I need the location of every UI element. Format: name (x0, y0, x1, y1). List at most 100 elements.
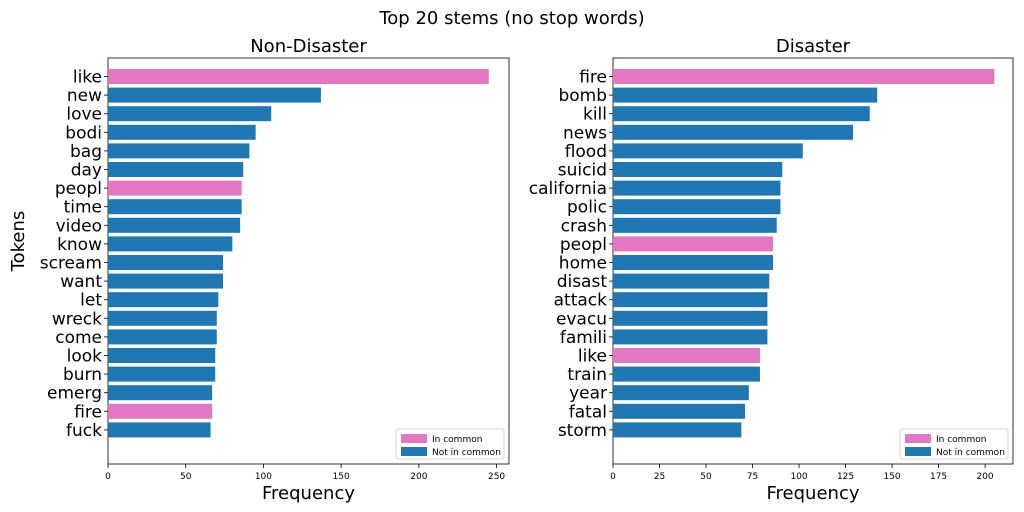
legend-swatch (905, 434, 931, 443)
y-tick-label: bomb (558, 86, 607, 106)
y-tick-label: peopl (55, 179, 102, 199)
bar-bodi (108, 124, 256, 140)
y-tick-label: wreck (52, 309, 102, 329)
bar-time (108, 199, 242, 215)
bar-like (108, 69, 489, 84)
bar-bomb (613, 87, 878, 103)
y-tick-label: want (60, 272, 102, 292)
bar-peopl (108, 180, 242, 196)
bar-come (108, 329, 217, 345)
legend-label: In common (936, 435, 986, 445)
y-tick-label: let (80, 291, 102, 311)
x-tick-label: 50 (180, 472, 192, 482)
x-tick-label: 100 (790, 472, 807, 482)
bar-want (108, 273, 224, 289)
legend-label: Not in common (936, 448, 1005, 458)
bar-crash (613, 217, 777, 233)
y-tick-label: evacu (556, 309, 607, 329)
bar-famili (613, 329, 768, 345)
x-axis-label: Frequency (767, 483, 860, 504)
y-tick-label: attack (554, 291, 608, 311)
bar-home (613, 255, 773, 270)
legend: In common Not in common (395, 428, 505, 460)
bar-bag (108, 143, 250, 159)
bar-fuck (108, 422, 211, 438)
x-tick-label: 125 (837, 472, 854, 482)
bar-fire (108, 403, 213, 419)
bar-scream (108, 255, 224, 270)
bar-let (108, 292, 219, 308)
x-tick-label: 75 (747, 472, 758, 482)
bar-new (108, 87, 321, 103)
y-tick-label: like (578, 347, 607, 367)
chart-disaster: Disaster firebombkillnewsfloodsuicidcalif… (529, 36, 1014, 504)
bar-storm (613, 422, 742, 438)
y-tick-label: know (57, 235, 102, 255)
bar-burn (108, 366, 216, 382)
bar-kill (613, 106, 870, 122)
bar-day (108, 162, 244, 177)
x-tick-label: 25 (654, 472, 665, 482)
legend: In common Not in common (899, 428, 1009, 460)
y-tick-label: bodi (65, 123, 102, 143)
y-tick-label: fire (74, 402, 102, 422)
x-tick-label: 200 (410, 472, 427, 482)
y-tick-label: look (67, 347, 103, 367)
x-tick-label: 175 (930, 472, 947, 482)
x-tick-label: 150 (883, 472, 900, 482)
y-tick-label: crash (561, 216, 607, 236)
bar-california (613, 180, 781, 196)
y-tick-label: storm (558, 421, 607, 441)
chart-title: Non-Disaster (250, 36, 367, 57)
y-tick-label: love (66, 105, 102, 125)
x-tick-label: 50 (700, 472, 712, 482)
x-tick-label: 200 (976, 472, 993, 482)
legend-label: In common (432, 435, 482, 445)
y-tick-label: fuck (66, 421, 102, 441)
legend-swatch (905, 447, 931, 456)
legend-swatch (401, 447, 427, 456)
y-tick-label: polic (567, 198, 607, 218)
x-tick-label: 0 (610, 472, 616, 482)
y-tick-label: burn (63, 365, 102, 385)
bar-flood (613, 143, 803, 159)
y-tick-label: famili (560, 328, 607, 348)
bar-wreck (108, 310, 217, 326)
bar-train (613, 366, 760, 382)
legend-swatch (401, 434, 427, 443)
bar-video (108, 217, 241, 233)
y-tick-label: day (71, 161, 102, 181)
y-tick-label: like (73, 68, 102, 88)
bar-peopl (613, 236, 773, 252)
figure-suptitle: Top 20 stems (no stop words) (378, 8, 644, 29)
x-tick-label: 250 (488, 472, 505, 482)
chart-non-disaster: Non-Disaster likenewlovebodibagdaypeoplti… (8, 36, 510, 504)
bar-love (108, 106, 272, 122)
bar-evacu (613, 310, 768, 326)
y-tick-label: kill (583, 105, 607, 125)
y-tick-label: peopl (560, 235, 607, 255)
bar-polic (613, 199, 781, 215)
y-tick-label: new (67, 86, 102, 106)
y-tick-label: fatal (569, 402, 607, 422)
y-tick-label: california (529, 179, 607, 199)
bar-news (613, 124, 853, 140)
y-tick-label: year (569, 384, 607, 404)
bar-year (613, 385, 749, 401)
bar-emerg (108, 385, 213, 401)
y-tick-label: news (563, 123, 607, 143)
y-tick-label: home (559, 254, 607, 274)
bar-fatal (613, 403, 746, 419)
y-tick-label: fire (579, 68, 607, 88)
y-tick-label: train (567, 365, 607, 385)
y-tick-label: come (55, 328, 102, 348)
y-tick-label: scream (40, 254, 102, 274)
y-tick-label: emerg (47, 384, 102, 404)
bar-attack (613, 292, 768, 308)
bar-suicid (613, 162, 783, 177)
x-tick-label: 100 (255, 472, 272, 482)
y-tick-label: suicid (558, 161, 607, 181)
y-tick-label: flood (565, 142, 607, 162)
bar-disast (613, 273, 770, 289)
